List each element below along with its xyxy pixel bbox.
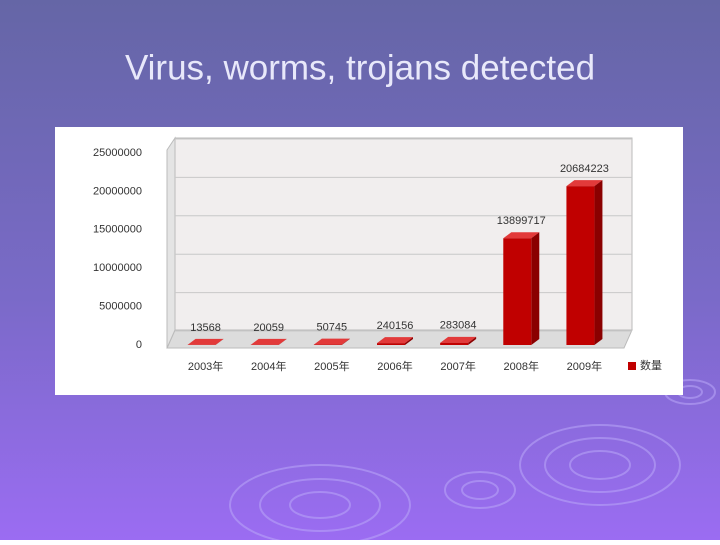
- value-label: 240156: [377, 320, 414, 332]
- x-tick-label: 2004年: [251, 359, 286, 373]
- x-tick-label: 2005年: [314, 359, 349, 373]
- y-tick-label: 20000000: [93, 185, 142, 197]
- value-label: 20684223: [560, 163, 609, 175]
- x-tick-label: 2008年: [504, 359, 539, 373]
- bar: [503, 238, 531, 345]
- y-tick-label: 15000000: [93, 224, 142, 236]
- bar-side: [594, 180, 602, 345]
- y-tick-label: 10000000: [93, 262, 142, 274]
- x-tick-label: 2007年: [440, 359, 475, 373]
- bar: [440, 343, 468, 345]
- value-label: 283084: [440, 320, 477, 332]
- bar: [566, 186, 594, 345]
- value-label: 50745: [317, 322, 348, 334]
- value-label: 20059: [253, 322, 284, 334]
- value-label: 13568: [190, 322, 221, 334]
- legend-swatch: [628, 362, 636, 370]
- y-tick-label: 0: [136, 339, 142, 351]
- x-tick-label: 2006年: [377, 359, 412, 373]
- bar: [377, 343, 405, 345]
- x-tick-label: 2003年: [188, 359, 223, 373]
- legend-label: 数量: [640, 359, 662, 372]
- y-tick-label: 25000000: [93, 147, 142, 159]
- value-label: 13899717: [497, 215, 546, 227]
- x-tick-label: 2009年: [567, 359, 602, 373]
- slide-title: Virus, worms, trojans detected: [125, 48, 595, 87]
- y-tick-label: 5000000: [99, 301, 142, 313]
- side-wall: [167, 138, 175, 348]
- bar-side: [531, 232, 539, 345]
